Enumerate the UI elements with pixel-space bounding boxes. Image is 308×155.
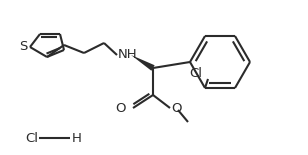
Text: H: H xyxy=(72,131,82,144)
Text: Cl: Cl xyxy=(25,131,38,144)
Text: S: S xyxy=(20,40,28,53)
Text: O: O xyxy=(116,102,126,115)
Text: O: O xyxy=(171,102,181,115)
Polygon shape xyxy=(131,55,155,71)
Text: Cl: Cl xyxy=(189,67,202,80)
Text: NH: NH xyxy=(118,47,138,60)
